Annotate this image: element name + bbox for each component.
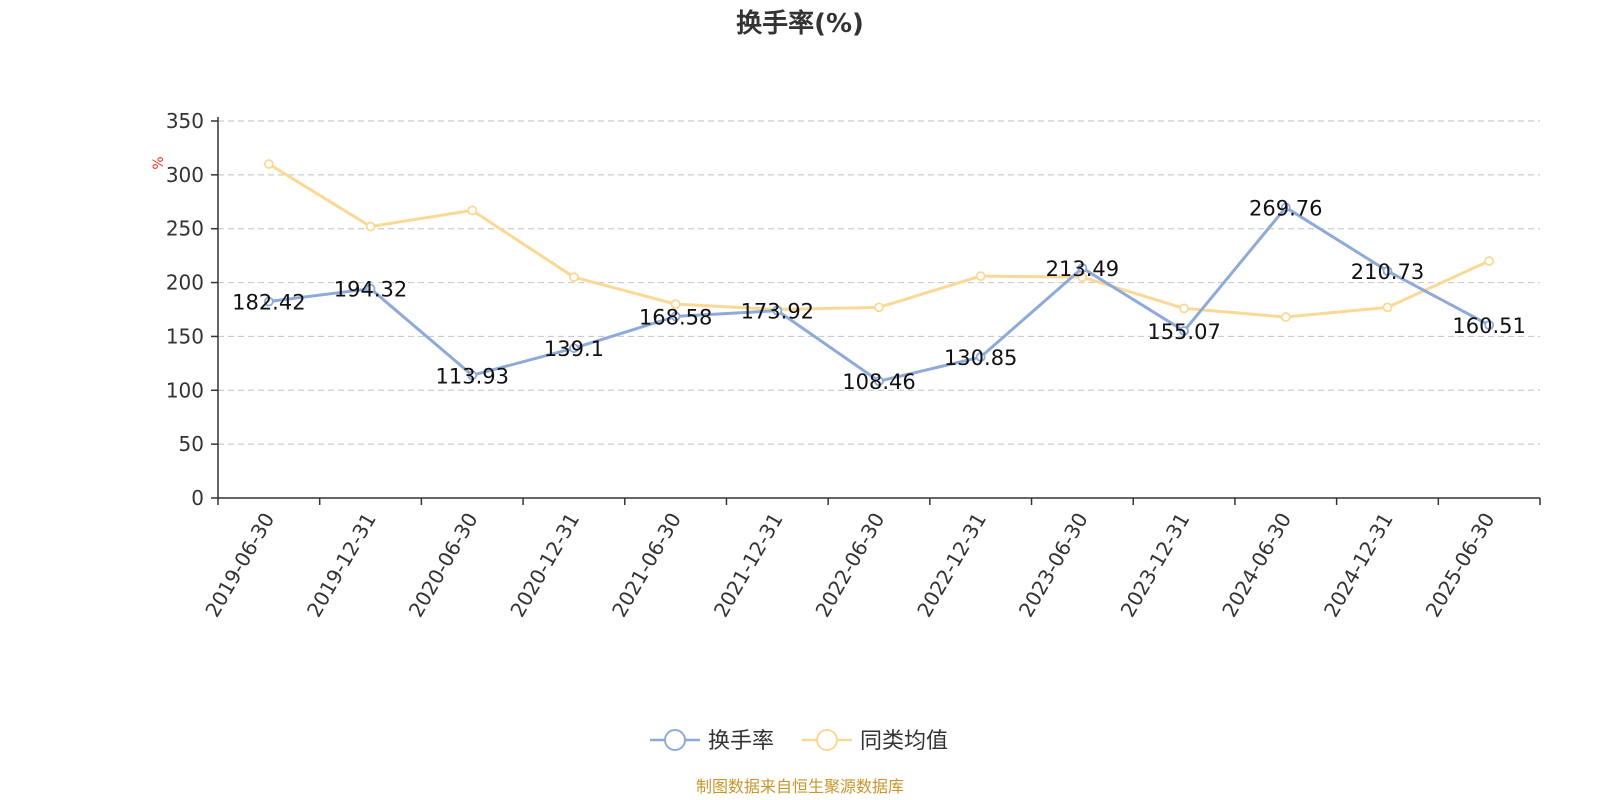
- x-tick-label: 2023-06-30: [1014, 509, 1093, 622]
- data-point: [365, 221, 376, 232]
- data-label: 168.58: [639, 305, 712, 329]
- x-tick-label: 2023-12-31: [1116, 509, 1195, 622]
- y-tick-label: 100: [166, 378, 204, 402]
- data-label: 139.1: [544, 337, 604, 361]
- data-point: [975, 271, 986, 282]
- data-label: 194.32: [334, 278, 407, 302]
- data-point: [975, 352, 986, 362]
- data-label: 173.92: [741, 300, 814, 324]
- data-label: 182.42: [232, 291, 305, 315]
- data-point: [1077, 272, 1088, 283]
- legend-item-peer-average[interactable]: 同类均值: [802, 729, 948, 754]
- x-tick-label: 2021-06-30: [607, 509, 686, 622]
- data-label: 210.73: [1351, 260, 1424, 284]
- legend[interactable]: 换手率 同类均值: [650, 729, 948, 754]
- data-point: [1484, 256, 1495, 266]
- y-axis-unit: %: [151, 156, 167, 169]
- data-point: [1382, 266, 1393, 276]
- legend-marker: [664, 729, 686, 751]
- y-tick-label: 350: [166, 109, 204, 133]
- data-point: [670, 311, 681, 322]
- source-note: 制图数据来自恒生聚源数据库: [696, 777, 904, 796]
- data-point: [874, 302, 884, 313]
- data-point: [263, 296, 274, 307]
- data-labels: 182.42 194.32 113.93 139.1 168.58 173.92 108.4…: [232, 196, 1526, 394]
- legend-item-turnover-rate[interactable]: 换手率: [650, 729, 774, 754]
- data-point: [1280, 312, 1291, 322]
- data-point: [1179, 303, 1189, 314]
- x-tick-label: 2019-12-31: [302, 509, 381, 622]
- data-point: [874, 376, 884, 387]
- data-point: [467, 370, 478, 381]
- x-tick-label: 2019-06-30: [200, 509, 279, 622]
- data-point: [670, 299, 681, 310]
- data-point: [365, 283, 376, 294]
- x-tick-label: 2020-12-31: [505, 509, 584, 622]
- series-layer: [263, 159, 1495, 387]
- y-tick-label: 250: [166, 217, 204, 241]
- y-tick-label: 300: [166, 163, 204, 187]
- data-point: [569, 343, 579, 354]
- data-label: 213.49: [1046, 257, 1119, 281]
- legend-marker: [816, 729, 838, 751]
- series-line: [268, 162, 1490, 319]
- chart-title: 换手率(%): [736, 8, 864, 39]
- data-point: [1077, 263, 1088, 273]
- x-tick-label: 2021-12-31: [709, 509, 788, 622]
- x-tick-label: 2022-06-30: [810, 509, 889, 622]
- x-tick-label: 2020-06-30: [404, 509, 483, 622]
- series-peer-average: [263, 159, 1495, 322]
- data-point: [772, 305, 783, 316]
- series-line: [268, 205, 1490, 383]
- x-tick-label: 2024-12-31: [1319, 509, 1398, 622]
- legend-label: 换手率: [708, 729, 774, 754]
- x-tick-label: 2022-12-31: [912, 509, 991, 622]
- data-point: [1484, 320, 1495, 331]
- data-point: [467, 205, 478, 216]
- data-label: 269.76: [1249, 196, 1322, 220]
- data-point: [1280, 202, 1291, 213]
- data-label: 130.85: [944, 346, 1017, 370]
- x-tick-label: 2024-06-30: [1217, 509, 1296, 622]
- grid-lines: [218, 120, 1540, 445]
- y-tick-label: 0: [191, 486, 204, 510]
- x-tick-label: 2025-06-30: [1421, 509, 1500, 622]
- legend-label: 同类均值: [860, 729, 948, 754]
- data-label: 155.07: [1147, 320, 1220, 344]
- data-label: 113.93: [435, 364, 508, 388]
- series-turnover-rate: [263, 202, 1495, 387]
- data-point: [1382, 302, 1393, 313]
- y-tick-label: 150: [166, 324, 204, 348]
- data-label: 160.51: [1452, 314, 1525, 338]
- y-tick-label: 50: [179, 432, 204, 456]
- data-point: [569, 272, 579, 283]
- axes: 0 50 100 150 200 250 300 350 2019-06-30 2019-12-3…: [166, 109, 1541, 622]
- data-point: [1179, 326, 1189, 336]
- y-tick-label: 200: [166, 271, 204, 295]
- data-point: [263, 159, 274, 169]
- data-label: 108.46: [842, 370, 915, 394]
